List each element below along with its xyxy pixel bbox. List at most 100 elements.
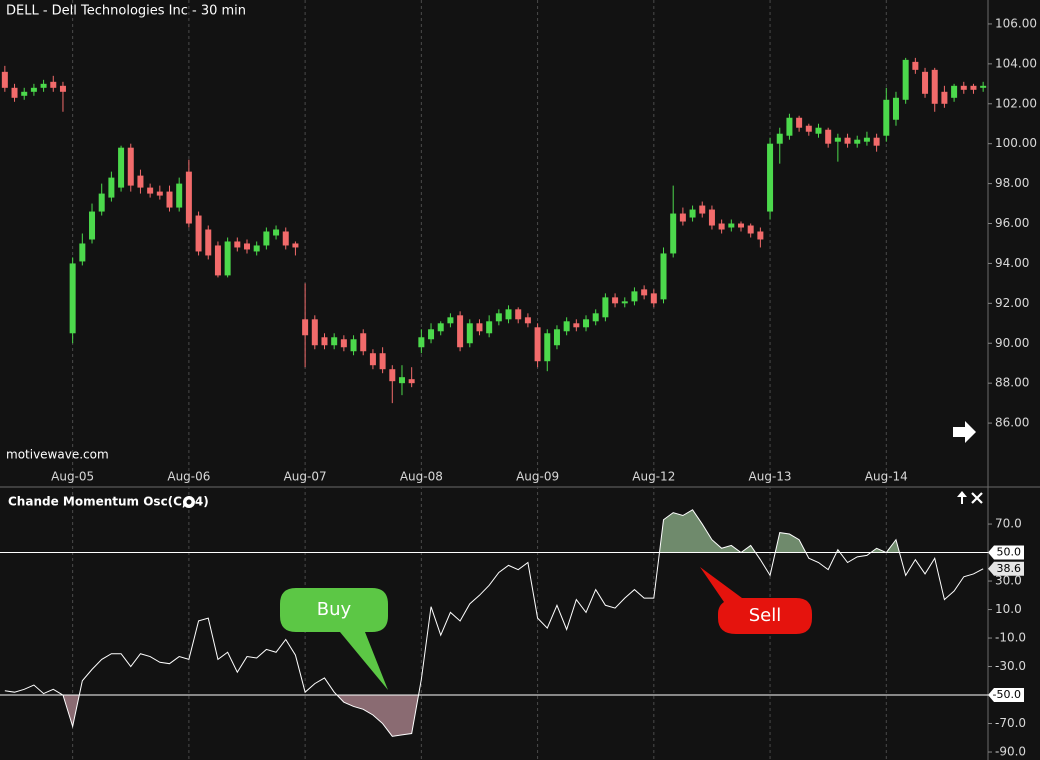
candle-body: [728, 223, 735, 228]
candle-body: [544, 333, 551, 362]
candle-body: [234, 241, 241, 248]
candle-body: [902, 59, 909, 100]
candle-body: [127, 147, 134, 186]
watermark: motivewave.com: [6, 448, 109, 462]
candle-body: [873, 137, 880, 146]
level-tag: [988, 688, 1024, 703]
candle-body: [699, 205, 706, 214]
candle-body: [137, 175, 144, 188]
callout-shape: [280, 588, 388, 690]
candle-body: [166, 191, 173, 208]
candle-body: [892, 97, 899, 120]
y-tick-label: 30.0: [995, 574, 1022, 588]
candle-body: [505, 309, 512, 320]
candle-body: [360, 333, 367, 352]
candle-body: [922, 71, 929, 94]
candle-body: [40, 83, 47, 88]
candle-body: [515, 309, 522, 320]
settings-icon[interactable]: [183, 496, 195, 508]
callout-text: Sell: [749, 605, 782, 626]
candle-body: [340, 339, 347, 348]
close-icon[interactable]: [971, 492, 983, 504]
candle-body: [205, 229, 212, 256]
candle-body: [408, 379, 415, 384]
candle-body: [108, 177, 115, 198]
candle-body: [844, 137, 851, 144]
y-tick-label: 106.00: [995, 16, 1037, 30]
candle-body: [573, 323, 580, 328]
candle-body: [650, 293, 657, 304]
candle-body: [321, 337, 328, 346]
y-tick-label: 98.00: [995, 176, 1029, 190]
candle-body: [660, 253, 667, 300]
x-tick-label: Aug-06: [167, 470, 210, 484]
candle-body: [883, 99, 890, 136]
candle-body: [176, 183, 183, 208]
candle-body: [592, 313, 599, 322]
candle-body: [834, 137, 841, 142]
candle-body: [854, 139, 861, 144]
maximize-icon[interactable]: [957, 491, 967, 504]
candle-body: [224, 241, 231, 276]
candle-body: [311, 319, 318, 346]
candle-body: [563, 321, 570, 332]
x-tick-label: Aug-13: [749, 470, 792, 484]
candle-body: [747, 225, 754, 234]
candle-body: [156, 191, 163, 196]
candle-body: [379, 353, 386, 370]
y-tick-label: -70.0: [995, 716, 1026, 730]
candle-body: [118, 147, 125, 188]
candle-body: [369, 353, 376, 366]
candle-body: [951, 85, 958, 98]
candle-body: [621, 301, 628, 304]
candle-body: [805, 125, 812, 132]
candle-body: [767, 143, 774, 212]
candle-body: [398, 377, 405, 384]
candle-body: [912, 61, 919, 70]
candle-body: [863, 137, 870, 142]
oscillator-line: [4, 509, 984, 737]
y-tick-label: 100.00: [995, 136, 1037, 150]
marks: 50.0 -50.0 38.6: [0, 57, 1024, 737]
candle-body: [98, 193, 105, 212]
candle-body: [331, 337, 338, 346]
candle-body: [244, 243, 250, 250]
x-tick-label: Aug-08: [400, 470, 443, 484]
candle-body: [1, 71, 8, 88]
callout-text: Buy: [317, 599, 352, 620]
candle-body: [69, 263, 76, 334]
gear-hole[interactable]: [186, 499, 192, 505]
candle-body: [931, 69, 938, 104]
candle-body: [21, 91, 28, 96]
indicator-title: Chande Momentum Osc(C,14): [8, 495, 209, 509]
candle-body: [960, 85, 967, 90]
candle-body: [89, 211, 96, 240]
last-value-tag: [988, 561, 1024, 576]
y-tick-label: 92.00: [995, 296, 1029, 310]
scroll-arrow[interactable]: [953, 421, 976, 443]
candle-body: [495, 313, 502, 322]
candle-body: [147, 187, 154, 194]
candle-body: [30, 87, 37, 92]
last-value-label: 38.6: [997, 562, 1022, 575]
candle-body: [457, 315, 464, 348]
candle-body: [476, 323, 483, 332]
y-tick-label: 88.00: [995, 376, 1029, 390]
candle-body: [631, 291, 638, 302]
y-tick-label: 94.00: [995, 256, 1029, 270]
candle-body: [79, 243, 86, 262]
y-tick-label: 86.00: [995, 416, 1029, 430]
candle-body: [185, 171, 192, 224]
buy-callout: Buy: [280, 588, 388, 690]
candle-body: [602, 297, 609, 318]
candle-body: [302, 319, 309, 336]
candle-body: [263, 231, 270, 246]
candle-body: [970, 85, 977, 90]
x-tick-label: Aug-09: [516, 470, 559, 484]
level-tag: [988, 545, 1024, 560]
candle-body: [50, 81, 57, 88]
candle-body: [273, 229, 280, 236]
y-tick-label: -30.0: [995, 659, 1026, 673]
candle-body: [350, 339, 357, 352]
